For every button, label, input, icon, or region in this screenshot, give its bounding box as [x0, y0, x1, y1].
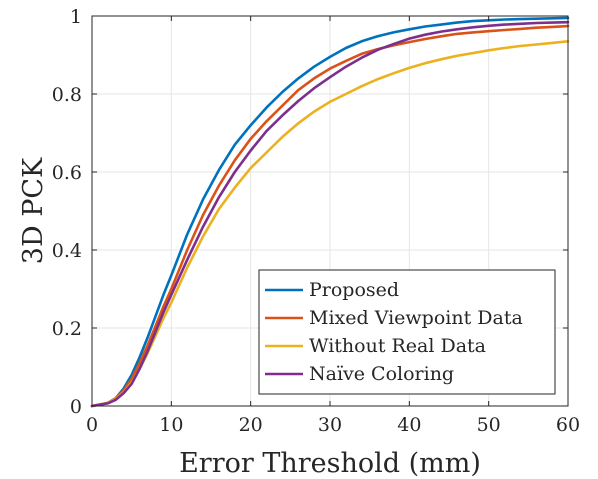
legend-label-2: Without Real Data [309, 335, 486, 357]
x-axis-label: Error Threshold (mm) [179, 448, 481, 479]
y-tick-label: 0.8 [52, 84, 82, 106]
y-tick-label: 0.2 [52, 318, 82, 340]
x-tick-label: 20 [239, 414, 263, 436]
x-tick-label: 0 [86, 414, 98, 436]
x-tick-label: 10 [159, 414, 183, 436]
y-tick-label: 0.6 [52, 162, 82, 184]
legend-label-3: Naïve Coloring [309, 363, 454, 385]
series-lines [90, 16, 570, 408]
y-tick-label: 0 [70, 396, 82, 418]
series-line-3 [90, 20, 570, 408]
series-line-0 [90, 16, 570, 408]
x-tick-label: 50 [477, 414, 501, 436]
x-tick-label: 60 [556, 414, 580, 436]
legend-box [258, 269, 556, 395]
y-tick-label: 0.4 [52, 240, 82, 262]
legend: Proposed Mixed Viewpoint Data Without Real… [258, 269, 556, 395]
y-tick-label: 1 [70, 6, 82, 28]
series-line-1 [90, 24, 570, 408]
y-axis-label: 3D PCK [18, 157, 49, 264]
axis-ticks: 0 10 20 30 40 50 60 0 0.2 0.4 0.6 0.8 1 [52, 6, 580, 436]
legend-label-1: Mixed Viewpoint Data [309, 307, 523, 329]
legend-label-0: Proposed [309, 279, 399, 301]
x-tick-label: 40 [397, 414, 421, 436]
x-tick-label: 30 [318, 414, 342, 436]
